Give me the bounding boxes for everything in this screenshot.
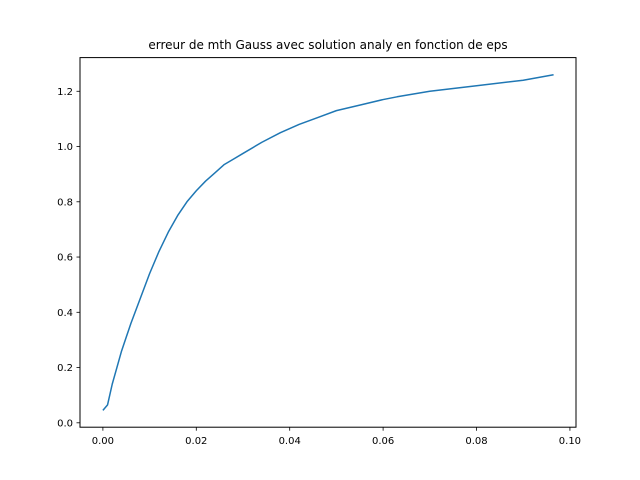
y-tick-label: 0.4: [57, 308, 73, 319]
x-tick-label: 0.10: [559, 436, 581, 447]
y-tick-label: 0.2: [57, 363, 73, 374]
x-tick-label: 0.02: [185, 436, 207, 447]
series-line-0: [102, 73, 554, 411]
y-tick-label: 0.0: [57, 418, 73, 429]
plot-area: [102, 73, 554, 411]
y-tick-label: 0.8: [57, 197, 73, 208]
y-tick-label: 1.0: [57, 142, 73, 153]
plot-frame: [79, 57, 577, 428]
x-tick-label: 0.04: [279, 436, 301, 447]
y-axis: 0.0 0.2 0.4 0.6 0.8 1.0 1.2: [57, 87, 80, 429]
y-tick-label: 1.2: [57, 87, 73, 98]
x-tick-label: 0.06: [372, 436, 394, 447]
chart-title: erreur de mth Gauss avec solution analy …: [148, 38, 507, 52]
x-tick-label: 0.08: [465, 436, 487, 447]
x-tick-label: 0.00: [92, 436, 114, 447]
y-tick-label: 0.6: [57, 253, 73, 264]
x-axis: 0.00 0.02 0.04 0.06 0.08 0.10: [92, 427, 581, 447]
